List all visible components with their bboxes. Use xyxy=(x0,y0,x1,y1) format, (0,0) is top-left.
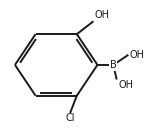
Text: OH: OH xyxy=(129,50,144,60)
Text: Cl: Cl xyxy=(66,113,75,123)
Text: OH: OH xyxy=(94,10,109,20)
Text: B: B xyxy=(110,60,117,70)
Text: OH: OH xyxy=(118,80,133,90)
